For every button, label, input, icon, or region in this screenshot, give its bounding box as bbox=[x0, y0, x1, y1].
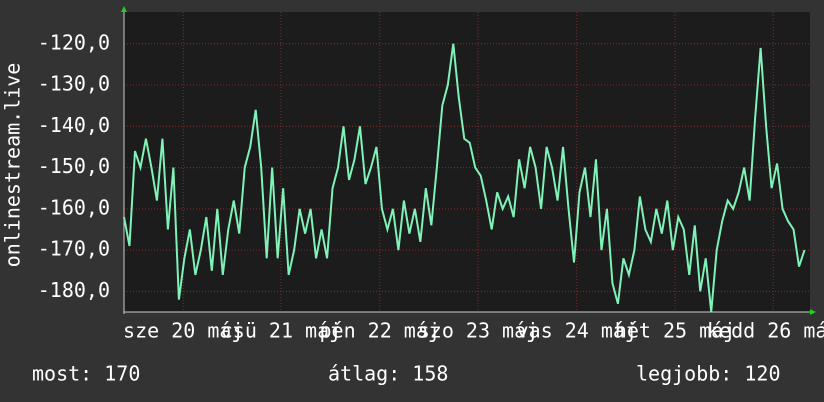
data-line bbox=[123, 43, 806, 313]
x-tick-label: sze 20 máj bbox=[123, 319, 243, 343]
footer-current: most: 170 bbox=[32, 362, 140, 386]
y-tick-label: -180,0 bbox=[38, 278, 110, 302]
x-tick-label: vas 24 máj bbox=[517, 319, 637, 343]
y-tick-label: -130,0 bbox=[38, 72, 110, 96]
x-tick-label: hét 25 máj bbox=[615, 319, 735, 343]
y-tick-label: -170,0 bbox=[38, 237, 110, 261]
x-tick-label: pén 22 máj bbox=[320, 319, 440, 343]
plot-area bbox=[124, 12, 810, 312]
axis-arrow bbox=[810, 309, 816, 315]
x-tick-label: csü 21 máj bbox=[221, 319, 341, 343]
axis-arrow bbox=[121, 6, 127, 12]
x-tick-label: szo 23 máj bbox=[418, 319, 538, 343]
footer-average: átlag: 158 bbox=[328, 362, 448, 386]
y-axis-label: onlinestream.live bbox=[1, 63, 25, 268]
y-tick-label: -120,0 bbox=[38, 30, 110, 54]
y-tick-label: -140,0 bbox=[38, 113, 110, 137]
y-tick-label: -160,0 bbox=[38, 195, 110, 219]
y-tick-label: -150,0 bbox=[38, 154, 110, 178]
x-tick-label: kedd 26 máj bbox=[707, 319, 824, 343]
footer-best: legjobb: 120 bbox=[636, 362, 781, 386]
